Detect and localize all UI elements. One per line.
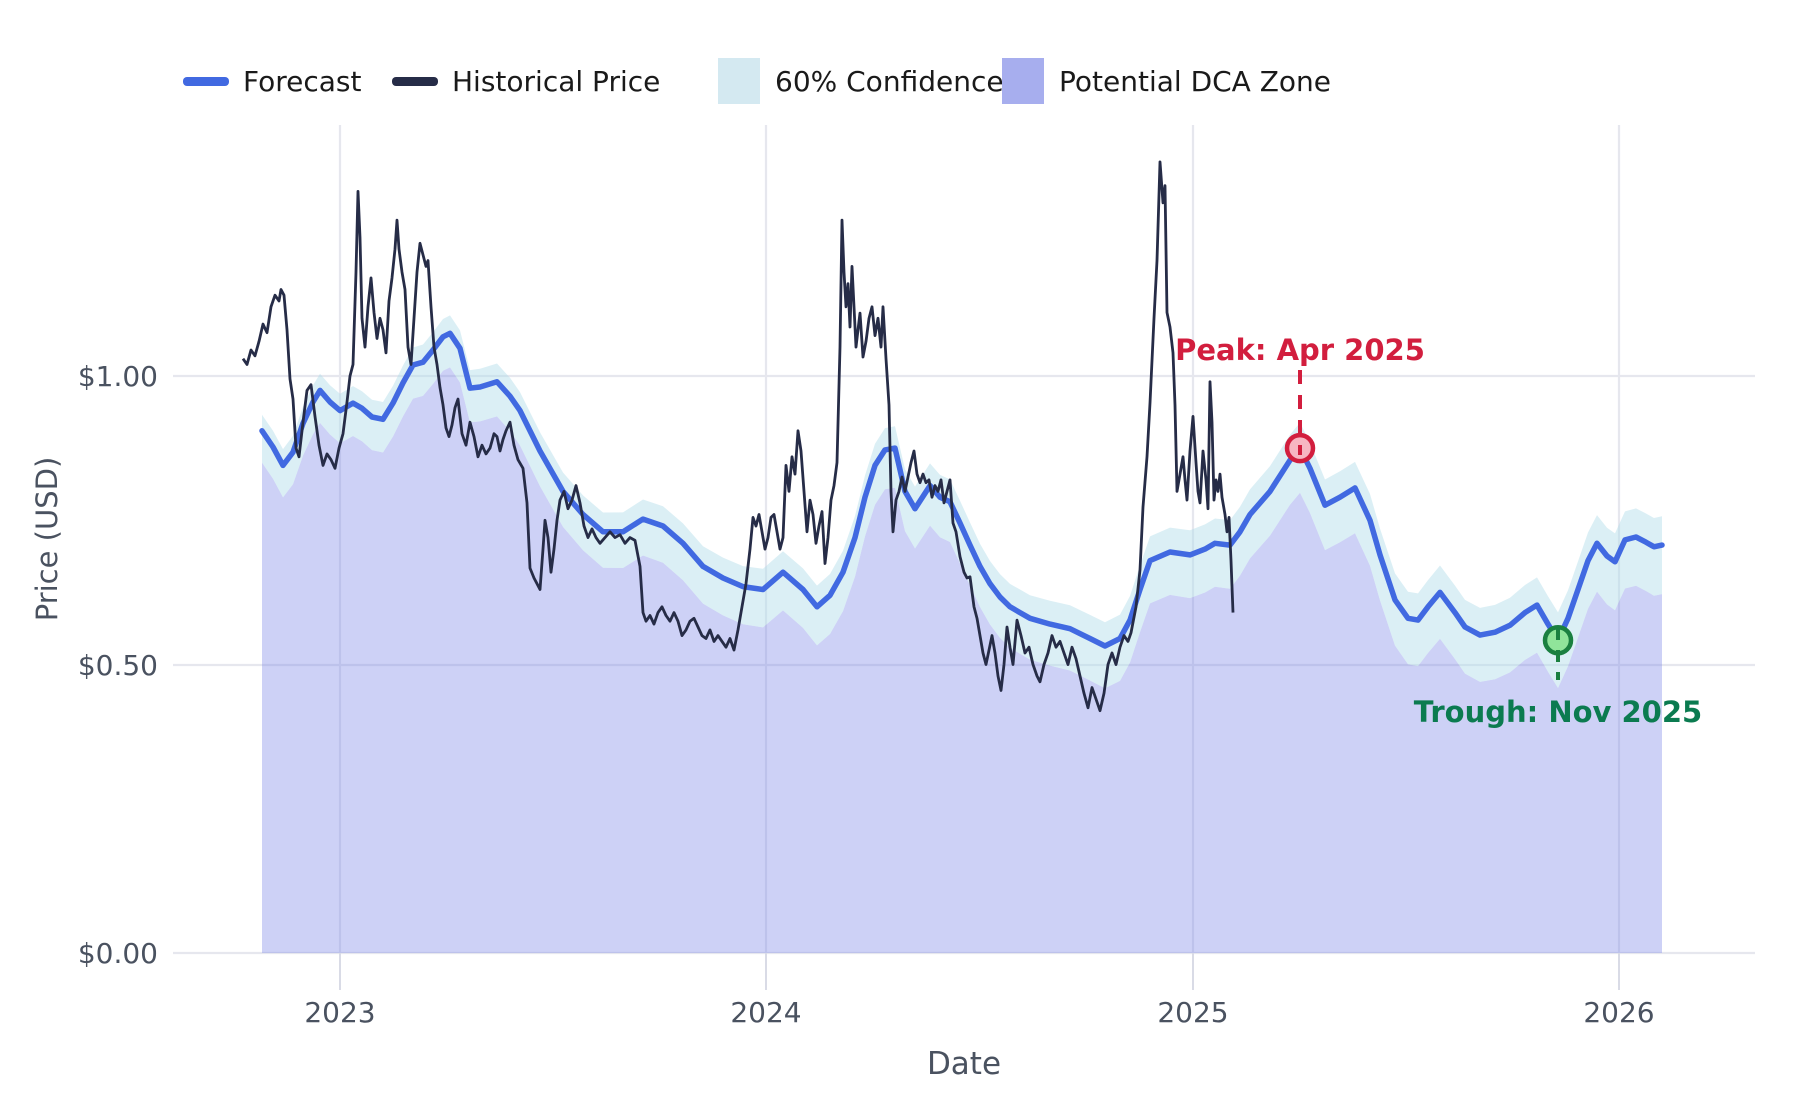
peak-annotation-text: Peak: Apr 2025	[1175, 333, 1425, 367]
x-axis-title: Date	[927, 1046, 1001, 1082]
dca-zone-fill	[262, 367, 1662, 953]
forecast-line	[259, 330, 1665, 649]
y-tick-label: $1.00	[78, 360, 158, 393]
confidence-band-fill	[262, 315, 1662, 689]
y-tick-label: $0.50	[78, 649, 158, 682]
x-tick-label: 2024	[730, 996, 801, 1029]
y-tick-label: $0.00	[78, 937, 158, 970]
trough-annotation-text: Trough: Nov 2025	[1414, 695, 1702, 729]
peak-marker-ring	[1284, 432, 1316, 464]
trough-marker-fill	[1545, 627, 1571, 654]
x-tick-label: 2023	[304, 996, 375, 1029]
x-tick-label: 2026	[1583, 996, 1654, 1029]
historical-line	[241, 160, 1235, 713]
y-axis-title: Price (USD)	[30, 457, 64, 622]
trough-marker-ring	[1542, 625, 1574, 656]
x-tick-label: 2025	[1157, 996, 1228, 1029]
